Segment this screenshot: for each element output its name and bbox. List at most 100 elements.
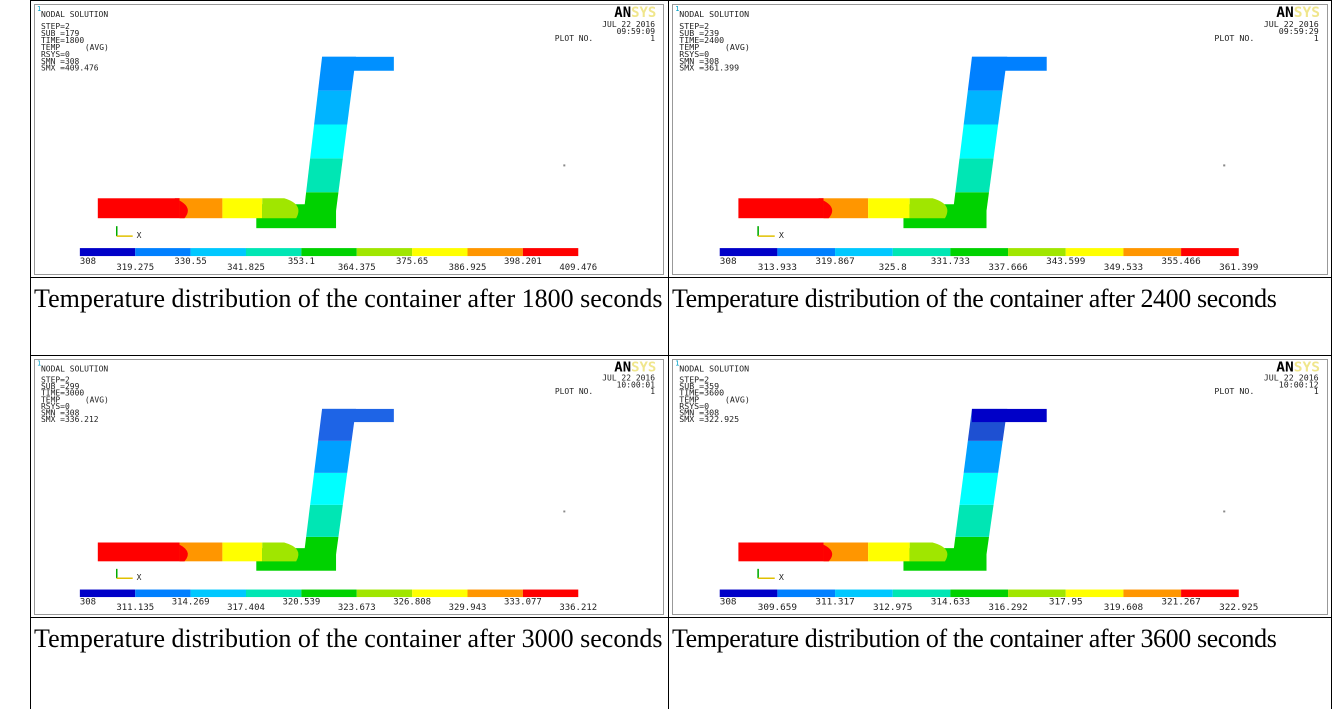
column-band	[314, 441, 351, 473]
logo-sys: SYS	[631, 360, 656, 376]
legend-label: 355.466	[1161, 257, 1200, 267]
dot	[1223, 164, 1225, 166]
legend-band	[412, 590, 467, 598]
legend-band	[1181, 590, 1239, 598]
plot-label: PLOT NO.	[1214, 387, 1254, 396]
table-rule	[30, 0, 1332, 1]
legend-label: 311.317	[815, 598, 854, 607]
legend-band	[1181, 248, 1239, 256]
plot-number: 1	[1314, 387, 1319, 396]
legend-label: 316.292	[988, 604, 1027, 613]
legend-label: 322.925	[1219, 604, 1258, 613]
legend-label: 325.8	[879, 263, 907, 273]
legend-band	[950, 590, 1008, 598]
column-band	[964, 441, 1003, 473]
legend-label: 337.666	[988, 263, 1027, 273]
logo-sys: SYS	[1294, 360, 1320, 375]
avg: (AVG)	[85, 396, 109, 405]
logo-sys: SYS	[1294, 5, 1320, 21]
legend-band	[893, 590, 951, 598]
plot-label: PLOT NO.	[1214, 33, 1254, 43]
legend-label: 308	[720, 598, 737, 607]
avg: (AVG)	[725, 42, 750, 52]
table-rule	[1331, 0, 1332, 709]
legend-band	[80, 590, 135, 598]
legend-label: 353.1	[288, 257, 315, 267]
legend-band	[893, 248, 951, 256]
legend-band	[720, 248, 778, 256]
column-band	[951, 192, 989, 226]
plot-number: 1	[650, 387, 655, 396]
legend-label: 375.65	[396, 257, 428, 267]
bar-dome	[262, 543, 298, 562]
legend-label: 330.55	[174, 257, 206, 267]
smx: SMX =409.476	[41, 64, 99, 73]
bar-band	[98, 198, 180, 218]
avg: (AVG)	[85, 43, 109, 52]
legend-label: 333.077	[504, 598, 542, 608]
plot-header: NODAL SOLUTION	[41, 364, 109, 373]
column-band	[310, 125, 347, 159]
geometry	[738, 57, 1225, 236]
legend-band	[191, 590, 246, 598]
legend-band	[135, 248, 190, 256]
column-band	[302, 537, 338, 569]
bar-band	[222, 543, 262, 562]
bar-band	[738, 198, 823, 218]
logo-an: AN	[1276, 360, 1294, 375]
top-cap	[972, 57, 1047, 71]
bar-band	[868, 543, 910, 562]
plot-header: NODAL SOLUTION	[41, 10, 108, 19]
legend-band	[412, 248, 467, 256]
geometry	[98, 57, 566, 236]
plot-number: 1	[1314, 33, 1319, 43]
table-rule	[30, 0, 31, 709]
column-band	[964, 91, 1003, 125]
legend-band	[246, 590, 301, 598]
legend-label: 308	[80, 257, 96, 267]
legend-band	[835, 590, 893, 598]
top-cap	[322, 409, 394, 422]
legend-label: 409.476	[559, 263, 597, 273]
column-band	[955, 505, 993, 537]
legend-band	[523, 248, 578, 256]
bar-band	[738, 543, 823, 562]
bar-dome	[910, 198, 948, 218]
plot-label: PLOT NO.	[555, 34, 593, 43]
bar-dome	[910, 543, 948, 562]
legend-band	[523, 590, 578, 598]
legend-label: 361.399	[1219, 263, 1258, 273]
logo-an: AN	[614, 5, 631, 21]
legend-label: 331.733	[931, 257, 970, 267]
column-band	[314, 91, 351, 125]
axis-label: X	[779, 573, 784, 582]
axis-label: X	[137, 231, 142, 240]
legend-band	[468, 248, 523, 256]
legend-band	[1066, 590, 1124, 598]
legend-band	[301, 248, 356, 256]
plot-label: PLOT NO.	[555, 387, 593, 396]
smx: SMX =361.399	[679, 63, 739, 73]
caption: Temperature distribution of the containe…	[30, 617, 668, 709]
legend-label: 312.975	[873, 604, 912, 613]
legend-label: 398.201	[504, 257, 542, 267]
legend-label: 314.633	[931, 598, 970, 607]
legend-label: 308	[720, 257, 737, 267]
top-cap	[322, 57, 394, 71]
geometry	[98, 409, 566, 578]
image-cell: 1NODAL SOLUTIONSTEP=2SUB =179TIME=1800TE…	[30, 0, 668, 277]
legend-band	[1008, 590, 1066, 598]
axis-label: X	[137, 573, 142, 582]
legend-label: 386.925	[449, 263, 487, 273]
table-rule	[30, 617, 1332, 618]
plot-number: 1	[650, 34, 655, 43]
legend-band	[301, 590, 356, 598]
logo-sys: SYS	[631, 5, 656, 21]
legend-label: 323.673	[338, 603, 376, 613]
bar-band	[868, 198, 910, 218]
column-band	[960, 473, 999, 505]
